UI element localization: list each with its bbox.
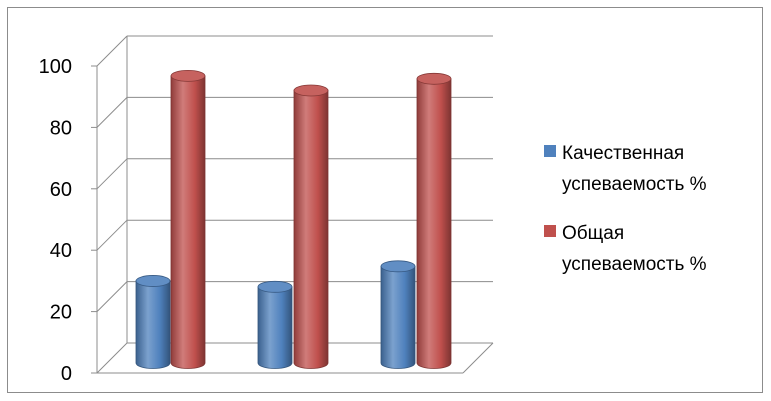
gridline-diagonal — [96, 281, 128, 312]
bar-body — [380, 265, 416, 369]
bar — [416, 72, 452, 369]
bar — [293, 84, 329, 369]
legend-label: Общая — [562, 223, 624, 244]
bar-top — [293, 84, 329, 97]
gridline-diagonal — [96, 219, 128, 251]
gridline-diagonal — [96, 158, 128, 190]
bar-body — [293, 90, 329, 369]
y-tick-label: 0 — [61, 363, 72, 385]
bar-top — [380, 260, 416, 273]
bar-top — [257, 280, 293, 293]
floor-right-edge — [462, 342, 494, 374]
gridline-diagonal — [96, 97, 128, 128]
legend-label: успеваемость % — [562, 174, 707, 195]
bar-body — [257, 286, 293, 369]
bar — [380, 260, 416, 369]
gridline-diagonal — [96, 342, 128, 374]
legend-item: Общая успеваемость % — [544, 223, 707, 275]
bar-top — [135, 275, 171, 287]
bar-top — [170, 69, 206, 82]
legend-item: Качественная успеваемость % — [544, 143, 707, 195]
legend-label: успеваемость % — [562, 254, 707, 275]
legend-label: Качественная — [562, 143, 684, 164]
bar — [135, 275, 171, 369]
y-tick-label: 80 — [50, 117, 72, 139]
y-tick-label: 40 — [50, 240, 72, 262]
bar — [257, 280, 293, 369]
chart-legend: Качественная успеваемость % Общая успеваемо… — [544, 143, 707, 275]
y-tick-label: 60 — [50, 179, 72, 201]
y-tick-label: 100 — [39, 56, 72, 78]
bar-top — [416, 72, 452, 85]
legend-swatch — [544, 145, 556, 157]
bar-body — [170, 75, 206, 369]
gridline-diagonal — [96, 35, 128, 67]
chart-bars — [135, 69, 452, 369]
y-tick-label: 20 — [50, 302, 72, 324]
y-axis-ticks: 0 20 40 60 80 100 — [39, 56, 97, 385]
bar — [170, 69, 206, 369]
legend-swatch — [544, 225, 556, 237]
bar-body — [416, 78, 452, 369]
bar-body — [135, 280, 171, 369]
